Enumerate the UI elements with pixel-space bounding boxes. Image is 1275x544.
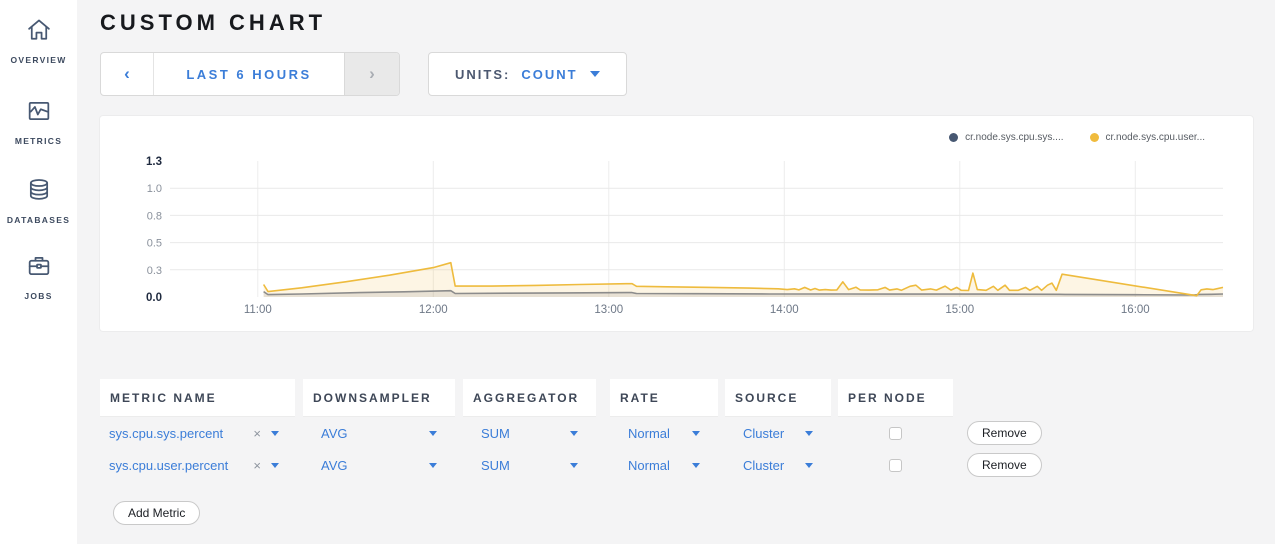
svg-text:13:00: 13:00 — [594, 304, 623, 316]
svg-text:0.5: 0.5 — [147, 238, 162, 250]
controls-row: ‹ LAST 6 HOURS › UNITS: COUNT — [100, 52, 1255, 96]
chart-card: cr.node.sys.cpu.sys.... cr.node.sys.cpu.u… — [100, 116, 1253, 331]
sidebar-item-label: OVERVIEW — [10, 55, 67, 65]
custom-chart-plot: 11:00 12:00 13:00 14:00 15:00 16:00 1.3 1.0 0.8 0… — [146, 156, 1224, 316]
aggregator-value: SUM — [481, 457, 510, 473]
source-select[interactable]: Cluster — [725, 426, 831, 441]
rate-value: Normal — [628, 457, 670, 473]
chevron-down-icon — [429, 462, 437, 468]
sidebar-item-label: JOBS — [24, 291, 53, 301]
chevron-down-icon — [805, 430, 813, 436]
sidebar: OVERVIEW METRICS DATABASES — [0, 0, 77, 544]
remove-cell: Remove — [967, 421, 1042, 445]
chart-legend: cr.node.sys.cpu.sys.... cr.node.sys.cpu.u… — [949, 132, 1205, 143]
time-range-prev-button[interactable]: ‹ — [101, 53, 154, 95]
header-aggregator: AGGREGATOR — [463, 379, 596, 417]
metric-name-select[interactable]: sys.cpu.sys.percent × — [100, 426, 295, 441]
header-rate: RATE — [610, 379, 718, 417]
svg-text:0.8: 0.8 — [147, 210, 162, 222]
metric-name-value: sys.cpu.sys.percent — [109, 425, 224, 441]
chevron-left-icon: ‹ — [124, 64, 130, 83]
svg-text:0.3: 0.3 — [147, 265, 162, 277]
per-node-cell — [838, 426, 953, 440]
metric-table: METRIC NAME DOWNSAMPLER AGGREGATOR RATE … — [100, 379, 1255, 525]
chevron-down-icon — [271, 462, 279, 468]
main-content: CUSTOM CHART ‹ LAST 6 HOURS › UNITS: COU… — [100, 0, 1255, 525]
downsampler-select[interactable]: AVG — [303, 426, 455, 441]
add-metric-button[interactable]: Add Metric — [113, 501, 201, 525]
source-value: Cluster — [743, 425, 785, 441]
downsampler-value: AVG — [321, 457, 348, 473]
chevron-down-icon — [271, 430, 279, 436]
chevron-down-icon — [805, 462, 813, 468]
per-node-cell — [838, 458, 953, 472]
database-icon — [0, 176, 77, 209]
remove-cell: Remove — [967, 453, 1042, 477]
sidebar-item-databases[interactable]: DATABASES — [0, 176, 77, 225]
chevron-down-icon — [570, 462, 578, 468]
legend-dot-icon — [1089, 133, 1099, 142]
table-row: sys.cpu.sys.percent × AVG SUM Normal Clu… — [100, 417, 1255, 449]
rate-select[interactable]: Normal — [610, 458, 718, 473]
legend-item[interactable]: cr.node.sys.cpu.sys.... — [949, 132, 1064, 143]
svg-text:14:00: 14:00 — [770, 304, 799, 316]
aggregator-select[interactable]: SUM — [463, 458, 596, 473]
svg-text:0.0: 0.0 — [146, 292, 162, 304]
sidebar-item-overview[interactable]: OVERVIEW — [0, 16, 77, 65]
units-dropdown[interactable]: UNITS: COUNT — [428, 52, 627, 96]
legend-label: cr.node.sys.cpu.user... — [1105, 132, 1206, 143]
header-per-node: PER NODE — [838, 379, 953, 417]
chevron-down-icon — [570, 430, 578, 436]
sidebar-item-metrics[interactable]: METRICS — [0, 97, 77, 146]
time-range-label: LAST 6 HOURS — [186, 66, 312, 82]
header-downsampler: DOWNSAMPLER — [303, 379, 455, 417]
per-node-checkbox[interactable] — [889, 458, 902, 472]
page-title: CUSTOM CHART — [100, 10, 327, 35]
time-range-picker: ‹ LAST 6 HOURS › — [100, 52, 400, 96]
legend-item[interactable]: cr.node.sys.cpu.user... — [1089, 132, 1206, 143]
units-value: COUNT — [521, 66, 578, 82]
chevron-down-icon — [589, 71, 600, 77]
metric-name-select[interactable]: sys.cpu.user.percent × — [100, 458, 295, 473]
time-range-dropdown[interactable]: LAST 6 HOURS — [154, 53, 344, 95]
per-node-checkbox[interactable] — [889, 426, 902, 440]
svg-text:1.0: 1.0 — [147, 183, 162, 195]
source-select[interactable]: Cluster — [725, 458, 831, 473]
header-source: SOURCE — [725, 379, 831, 417]
chevron-down-icon — [429, 430, 437, 436]
legend-label: cr.node.sys.cpu.sys.... — [965, 132, 1064, 143]
briefcase-icon — [0, 252, 77, 285]
downsampler-select[interactable]: AVG — [303, 458, 455, 473]
remove-button[interactable]: Remove — [967, 453, 1042, 477]
aggregator-select[interactable]: SUM — [463, 426, 596, 441]
metric-name-value: sys.cpu.user.percent — [109, 457, 229, 473]
svg-text:16:00: 16:00 — [1121, 304, 1150, 316]
home-icon — [0, 16, 77, 49]
aggregator-value: SUM — [481, 425, 510, 441]
sidebar-item-label: DATABASES — [6, 215, 71, 225]
chevron-right-icon: › — [369, 64, 375, 83]
table-row: sys.cpu.user.percent × AVG SUM Normal Cl… — [100, 449, 1255, 481]
time-range-next-button[interactable]: › — [344, 53, 399, 95]
chevron-down-icon — [692, 430, 700, 436]
clear-icon[interactable]: × — [253, 425, 261, 441]
sidebar-item-label: METRICS — [14, 136, 63, 146]
header-metric-name: METRIC NAME — [100, 379, 295, 417]
svg-text:12:00: 12:00 — [419, 304, 448, 316]
metric-table-header: METRIC NAME DOWNSAMPLER AGGREGATOR RATE … — [100, 379, 1255, 417]
svg-text:1.3: 1.3 — [146, 156, 162, 168]
legend-dot-icon — [949, 133, 959, 142]
svg-text:11:00: 11:00 — [244, 304, 272, 316]
source-value: Cluster — [743, 457, 785, 473]
sidebar-item-jobs[interactable]: JOBS — [0, 252, 77, 301]
rate-select[interactable]: Normal — [610, 426, 718, 441]
remove-button[interactable]: Remove — [967, 421, 1042, 445]
metrics-icon — [0, 97, 77, 130]
rate-value: Normal — [628, 425, 670, 441]
units-label: UNITS: — [455, 66, 511, 82]
downsampler-value: AVG — [321, 425, 348, 441]
chevron-down-icon — [692, 462, 700, 468]
svg-text:15:00: 15:00 — [945, 304, 974, 316]
clear-icon[interactable]: × — [253, 457, 261, 473]
